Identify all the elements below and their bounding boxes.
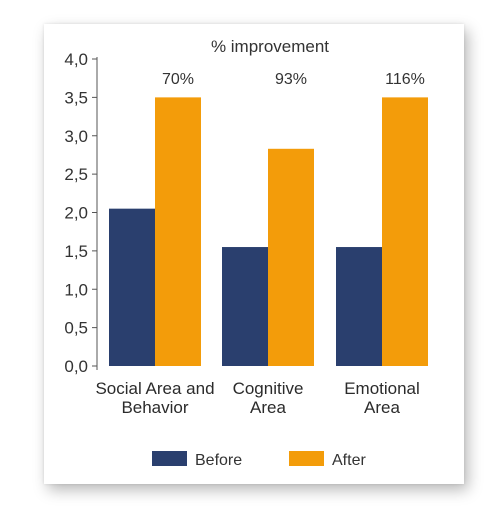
x-tick-label: Social Area and	[95, 379, 214, 398]
bar-after-2	[382, 97, 428, 366]
y-tick-label: 3,5	[64, 88, 88, 107]
legend: Before After	[152, 451, 366, 469]
bar-after-0	[155, 97, 201, 366]
bar-before-1	[222, 247, 268, 366]
data-label: 93%	[275, 71, 307, 88]
legend-swatch-before	[152, 451, 187, 466]
chart-annotation: % improvement	[211, 37, 329, 56]
y-tick-label: 3,0	[64, 127, 88, 146]
y-tick-label: 1,0	[64, 280, 88, 299]
y-axis: 0,0 0,5 1,0 1,5 2,0 2,5 3,0 3,5 4,0	[64, 50, 98, 376]
x-tick-label: Area	[364, 398, 400, 417]
bars: 70% 93% 116%	[109, 71, 428, 366]
y-tick-label: 2,5	[64, 165, 88, 184]
bar-before-2	[336, 247, 382, 366]
data-label: 116%	[385, 71, 425, 88]
legend-swatch-after	[289, 451, 324, 466]
y-tick-label: 0,5	[64, 319, 88, 338]
x-tick-label: Cognitive	[233, 379, 304, 398]
y-tick-label: 0,0	[64, 357, 88, 376]
y-tick-label: 4,0	[64, 50, 88, 69]
x-tick-label: Behavior	[121, 398, 188, 417]
x-axis-labels: Social Area andBehaviorCognitiveAreaEmot…	[95, 379, 419, 417]
y-tick-label: 2,0	[64, 204, 88, 223]
x-tick-label: Emotional	[344, 379, 420, 398]
x-tick-label: Area	[250, 398, 286, 417]
legend-label-before: Before	[195, 452, 242, 469]
bar-after-1	[268, 148, 314, 366]
bar-before-0	[109, 208, 155, 366]
legend-label-after: After	[332, 452, 366, 469]
data-label: 70%	[162, 71, 194, 88]
y-tick-label: 1,5	[64, 242, 88, 261]
